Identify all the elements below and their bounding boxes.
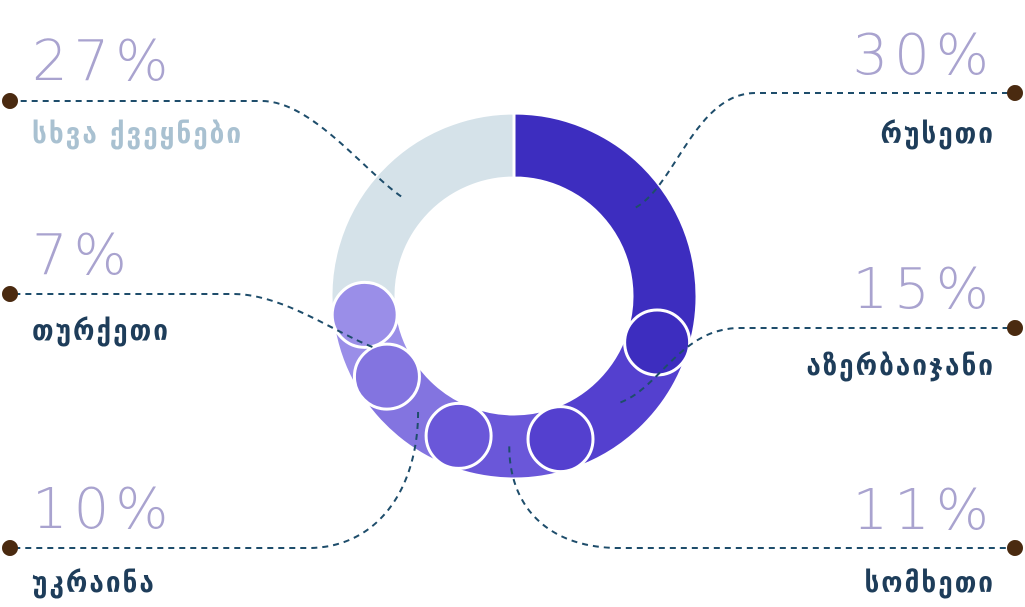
value-label-other-countries: 27%	[32, 29, 175, 94]
connector-line-2	[508, 446, 1015, 549]
connector-marker-4	[2, 286, 18, 302]
donut-slice-cap-3	[352, 342, 421, 411]
connector-marker-3	[2, 540, 18, 556]
value-label-turkey: 7%	[32, 223, 133, 288]
connector-marker-2	[1007, 540, 1023, 556]
category-label-turkey: თურქეთი	[32, 313, 170, 347]
connector-line-0	[635, 92, 1015, 209]
value-label-ukraine: 10%	[32, 477, 175, 542]
value-label-armenia: 11%	[852, 478, 995, 543]
category-label-azerbaijan: აზერბაიჯანი	[806, 348, 995, 382]
donut-slice-cap-0	[623, 308, 692, 377]
donut-slice-cap-1	[526, 405, 595, 474]
category-label-other-countries: სხვა ქვეყნები	[32, 116, 244, 150]
donut-slice-cap-4	[330, 280, 399, 349]
category-label-russia: რუსეთი	[880, 116, 995, 150]
donut-slice-cap-2	[424, 401, 493, 470]
donut-slices	[329, 111, 699, 481]
connector-line-1	[620, 327, 1015, 404]
donut-slice-5	[329, 111, 516, 321]
connector-marker-0	[1007, 85, 1023, 101]
category-label-armenia: სომხეთი	[864, 565, 995, 599]
donut-slice-0	[512, 111, 699, 355]
category-label-ukraine: უკრაინა	[32, 565, 156, 599]
connector-marker-1	[1007, 320, 1023, 336]
value-label-russia: 30%	[852, 23, 995, 88]
connectors	[2, 85, 1023, 556]
value-label-azerbaijan: 15%	[852, 257, 995, 322]
connector-line-4	[10, 293, 373, 348]
connector-marker-5	[2, 93, 18, 109]
